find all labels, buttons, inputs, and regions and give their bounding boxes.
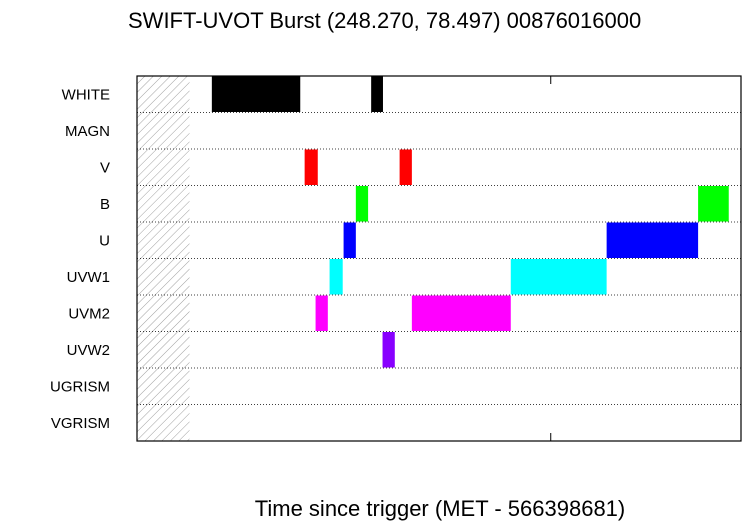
y-label-v: V <box>100 159 110 176</box>
exposure-bar-uvw1 <box>510 259 607 295</box>
y-label-vgrism: VGRISM <box>51 415 110 432</box>
no-data-hatched-region <box>137 76 190 441</box>
y-label-uvw2: UVW2 <box>67 342 110 359</box>
exposure-bar-uvm2 <box>315 295 328 331</box>
y-label-uvw1: UVW1 <box>67 269 110 286</box>
exposure-bar-white <box>371 76 383 112</box>
exposure-bar-u <box>343 222 356 258</box>
exposure-bar-v <box>304 149 318 185</box>
exposure-bar-b <box>355 186 369 222</box>
exposure-bar-white <box>211 76 301 112</box>
exposure-bar-u <box>606 222 699 258</box>
exposure-bar-uvw2 <box>382 332 395 368</box>
exposure-bar-b <box>698 186 729 222</box>
exposure-bar-uvm2 <box>411 295 511 331</box>
y-label-ugrism: UGRISM <box>50 378 110 395</box>
y-label-b: B <box>100 196 110 213</box>
exposure-bar-uvw1 <box>329 259 343 295</box>
y-label-white: WHITE <box>62 86 110 103</box>
exposure-bar-v <box>399 149 412 185</box>
chart-title: SWIFT-UVOT Burst (248.270, 78.497) 00876… <box>128 8 642 33</box>
plot-frame <box>136 75 742 442</box>
x-axis-label: Time since trigger (MET - 566398681) <box>254 496 626 521</box>
y-label-magn: MAGN <box>65 123 110 140</box>
y-label-uvm2: UVM2 <box>68 305 110 322</box>
y-label-u: U <box>99 232 110 249</box>
